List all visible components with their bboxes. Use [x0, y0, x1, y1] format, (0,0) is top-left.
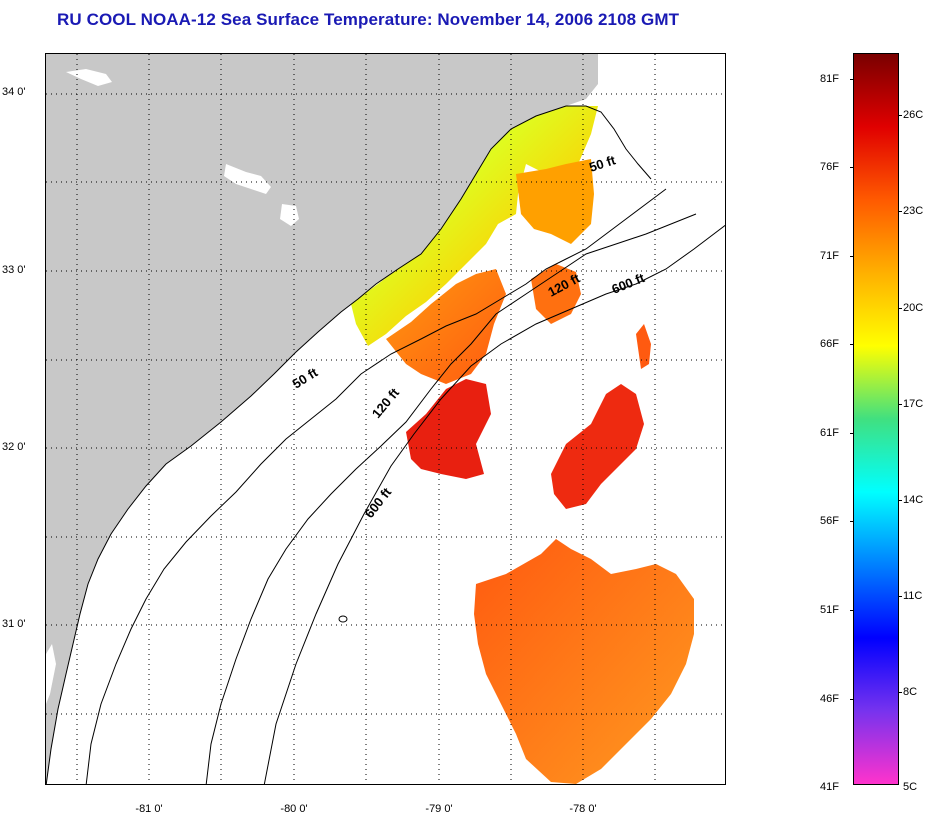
lon-label-81: -81 0': [135, 803, 163, 815]
colorbar-tick: [898, 692, 902, 693]
colorbar-f-66: 66F: [820, 338, 839, 350]
sst-patch-e: [551, 384, 644, 509]
map-canvas: 50 ft 50 ft 120 ft 120 ft 600 ft 600 ft: [46, 54, 725, 784]
colorbar-tick: [898, 308, 902, 309]
colorbar-tick: [850, 256, 854, 257]
coastline: [46, 105, 652, 784]
colorbar-tick: [850, 610, 854, 611]
sst-patch-g: [474, 539, 694, 784]
lake-3: [66, 69, 112, 86]
colorbar-f-81: 81F: [820, 73, 839, 85]
sst-coastal-band: [351, 106, 598, 346]
colorbar-c-26: 26C: [903, 109, 924, 121]
sst-patch-f: [636, 324, 651, 369]
seamount-contour: [338, 615, 348, 623]
colorbar-c-20: 20C: [903, 302, 924, 314]
colorbar-tick: [850, 699, 854, 700]
map-title: RU COOL NOAA-12 Sea Surface Temperature:…: [57, 10, 680, 29]
contour-label-50-a: 50 ft: [587, 152, 618, 175]
colorbar-f-56: 56F: [820, 515, 839, 527]
colorbar-tick: [898, 500, 902, 501]
colorbar-c-5: 5C: [903, 781, 918, 793]
contour-label-50-b: 50 ft: [290, 364, 321, 391]
colorbar-tick: [850, 433, 854, 434]
colorbar-f-46: 46F: [820, 693, 839, 705]
colorbar-tick: [898, 211, 902, 212]
lake-4: [46, 644, 56, 704]
colorbar-tick: [898, 404, 902, 405]
contour-label-600-a: 600 ft: [610, 270, 648, 297]
colorbar-c-8: 8C: [903, 686, 918, 698]
graticule: [46, 54, 725, 784]
contour-label-600-b: 600 ft: [362, 484, 395, 521]
sst-patch-d: [531, 264, 581, 324]
colorbar-f-51: 51F: [820, 604, 839, 616]
land-mass: [46, 54, 598, 784]
colorbar-tick: [850, 79, 854, 80]
colorbar-c-11: 11C: [903, 590, 923, 602]
colorbar-tick: [898, 596, 902, 597]
contour-label-120-b: 120 ft: [369, 385, 403, 421]
colorbar-c-23: 23C: [903, 205, 924, 217]
colorbar-f-61: 61F: [820, 427, 839, 439]
lat-label-33: 33 0': [2, 264, 26, 276]
contour-120ft: [205, 213, 697, 784]
colorbar-c-14: 14C: [903, 494, 924, 506]
colorbar-c-17: 17C: [903, 398, 924, 410]
lon-label-78: -78 0': [569, 803, 597, 815]
contour-50ft: [85, 188, 667, 784]
lat-label-34: 34 0': [2, 86, 26, 98]
lat-label-32: 32 0': [2, 441, 26, 453]
colorbar-tick: [850, 344, 854, 345]
temperature-colorbar: [853, 53, 899, 785]
lat-label-31: 31 0': [2, 618, 26, 630]
colorbar-f-41: 41F: [820, 781, 839, 793]
colorbar-f-76: 76F: [820, 161, 839, 173]
lon-label-80: -80 0': [280, 803, 308, 815]
sst-patch-a: [516, 159, 594, 244]
lake-1: [224, 164, 271, 194]
colorbar-tick: [850, 521, 854, 522]
colorbar-tick: [850, 167, 854, 168]
contour-600ft: [263, 224, 725, 784]
colorbar-f-71: 71F: [820, 250, 839, 262]
sst-map: 50 ft 50 ft 120 ft 120 ft 600 ft 600 ft: [45, 53, 726, 785]
sst-patch-c: [406, 379, 491, 479]
lon-label-79: -79 0': [425, 803, 453, 815]
colorbar-tick: [898, 115, 902, 116]
